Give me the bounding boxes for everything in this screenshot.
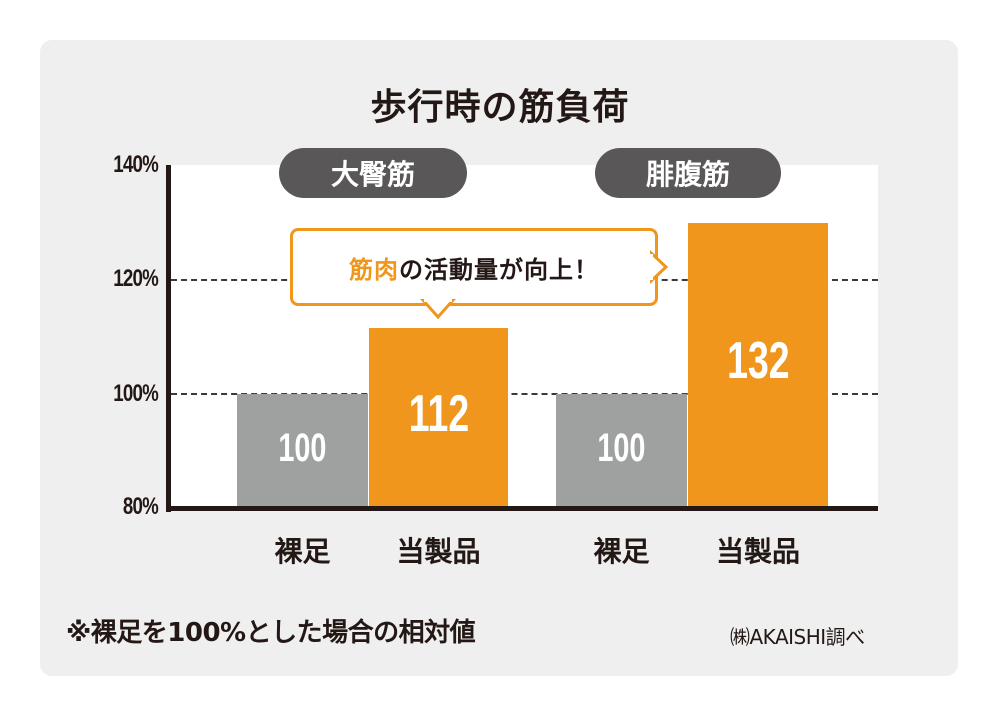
gridline-100 xyxy=(171,393,878,395)
source-credit: ㈱AKAISHI調べ xyxy=(730,625,865,649)
bar-gastrocnemius-barefoot: 100 xyxy=(556,394,687,508)
y-tick-100: 100% xyxy=(113,380,159,407)
x-label-product-2: 当製品 xyxy=(715,535,800,568)
y-tick-80: 80% xyxy=(122,493,159,520)
bar-value: 100 xyxy=(597,426,646,470)
chart-title: 歩行時の筋負荷 xyxy=(370,87,630,128)
callout-text: の活動量が向上！ xyxy=(399,255,599,284)
footnote: ※裸足を100%とした場合の相対値 xyxy=(66,618,476,648)
x-axis xyxy=(166,506,878,511)
bar-gastrocnemius-product: 132 xyxy=(688,223,828,508)
callout-tail-right-icon xyxy=(650,250,669,284)
x-label-barefoot-2: 裸足 xyxy=(593,535,650,568)
bar-value: 100 xyxy=(278,426,327,470)
x-label-barefoot-1: 裸足 xyxy=(274,535,331,568)
y-tick-120: 120% xyxy=(113,265,159,292)
group-label-gluteus: 大臀筋 xyxy=(279,148,467,198)
bar-gluteus-product: 112 xyxy=(369,328,508,508)
callout-highlight: 筋肉 xyxy=(349,255,399,284)
y-tick-140: 140% xyxy=(113,151,159,178)
x-label-product-1: 当製品 xyxy=(396,535,481,568)
y-axis xyxy=(166,165,171,512)
bar-gluteus-barefoot: 100 xyxy=(237,394,368,508)
bar-value: 132 xyxy=(726,332,790,390)
callout-tail-down-icon xyxy=(420,299,456,320)
callout-bubble: 筋肉 の活動量が向上！ xyxy=(290,228,658,306)
group-label-gastrocnemius: 腓腹筋 xyxy=(595,148,781,198)
bar-value: 112 xyxy=(408,385,469,443)
